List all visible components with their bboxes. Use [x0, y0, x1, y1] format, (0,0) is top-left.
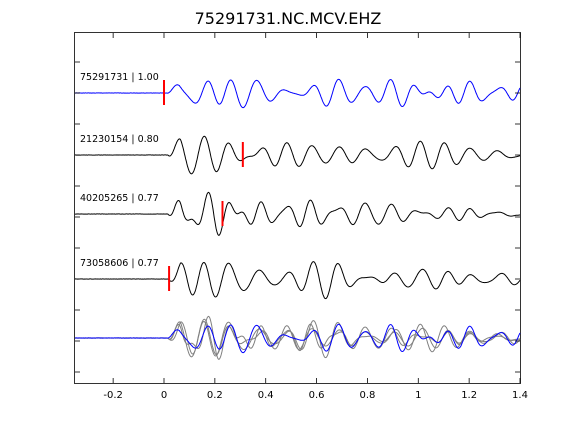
trace-line-1 [74, 78, 521, 109]
y-axis [75, 61, 520, 373]
x-tick-label: 1.2 [461, 390, 477, 401]
x-tick-label: 0.2 [207, 390, 223, 401]
trace-line-4 [75, 261, 521, 300]
trace-label-3: 40205265 | 0.77 [80, 193, 159, 204]
x-tick-label: 1.4 [512, 390, 528, 401]
x-tick-label: 0 [161, 390, 167, 401]
trace-label-4: 73058606 | 0.77 [80, 258, 159, 269]
x-tick-label: 0.4 [258, 390, 274, 401]
x-axis: -0.2 0 0.2 0.4 0.6 0.8 1 1.2 1.4 [103, 33, 528, 401]
plot-frame [74, 32, 521, 384]
trace-group: 75291731 | 1.00 21230154 | 0.80 40205265 |… [74, 72, 521, 300]
x-tick-label: 1 [415, 390, 421, 401]
trace-label-1: 75291731 | 1.00 [80, 72, 159, 83]
overlay-line-1 [74, 323, 521, 354]
x-tick-label: 0.8 [359, 390, 375, 401]
overlay-group [74, 315, 521, 360]
chart-title: 75291731.NC.MCV.EHZ [195, 9, 382, 28]
trace-label-2: 21230154 | 0.80 [80, 134, 159, 145]
trace-line-2 [74, 135, 521, 175]
x-tick-label: 0.6 [309, 390, 325, 401]
trace-line-3 [75, 191, 520, 236]
x-tick-label: -0.2 [103, 390, 123, 401]
